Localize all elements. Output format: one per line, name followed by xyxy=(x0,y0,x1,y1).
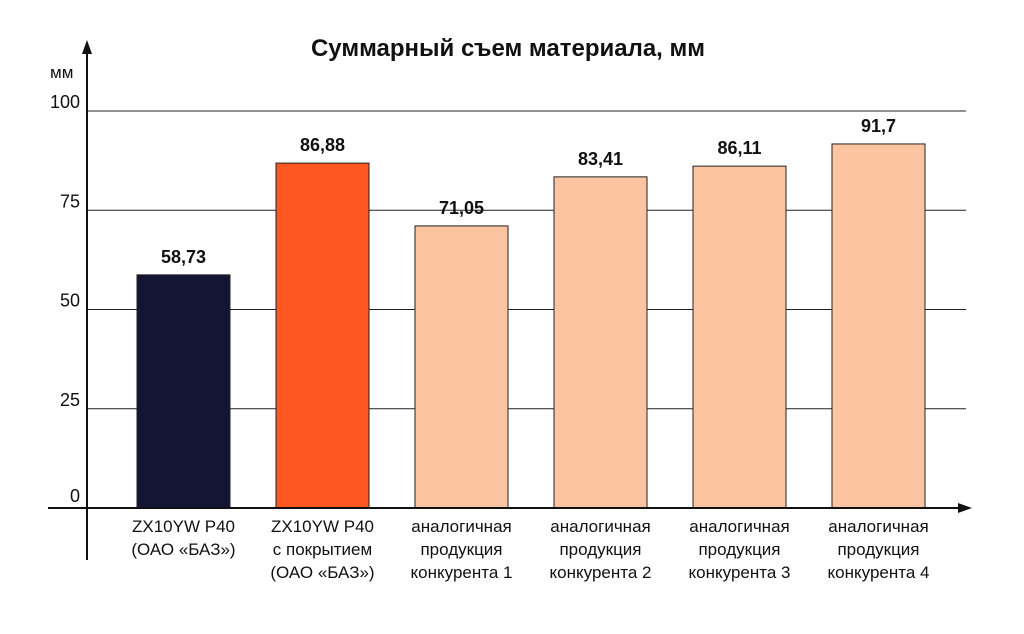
bar xyxy=(553,176,648,509)
x-axis-arrow xyxy=(958,503,972,513)
bar xyxy=(136,274,231,509)
y-axis-unit-label: мм xyxy=(50,63,73,82)
y-tick-label: 100 xyxy=(50,92,80,112)
y-tick-label: 50 xyxy=(60,291,80,311)
category-label: ZX10YW P40 xyxy=(132,517,235,536)
category-label: аналогичная xyxy=(550,517,650,536)
category-label: (ОАО «БАЗ») xyxy=(131,540,235,559)
bar-value-label: 91,7 xyxy=(861,116,896,136)
y-tick-labels: 0 25 50 75 100 xyxy=(50,92,80,506)
category-label: аналогичная xyxy=(828,517,928,536)
bar-value-label: 86,88 xyxy=(300,135,345,155)
category-label: ZX10YW P40 xyxy=(271,517,374,536)
value-labels: 58,73 86,88 71,05 83,41 86,11 91,7 xyxy=(161,116,896,267)
category-label: аналогичная xyxy=(689,517,789,536)
bar xyxy=(692,165,787,509)
y-tick-label: 75 xyxy=(60,191,80,211)
bar-value-label: 86,11 xyxy=(717,138,761,158)
bars xyxy=(136,143,926,509)
category-label: аналогичная xyxy=(411,517,511,536)
y-axis-arrow xyxy=(82,40,92,54)
chart-title: Суммарный съем материала, мм xyxy=(311,35,705,62)
category-label: продукция xyxy=(837,540,919,559)
category-label: с покрытием xyxy=(273,540,372,559)
category-labels: ZX10YW P40 (ОАО «БАЗ») ZX10YW P40 с покрыти… xyxy=(131,517,929,582)
category-label: продукция xyxy=(559,540,641,559)
category-label: конкурента 4 xyxy=(828,563,930,582)
category-label: конкурента 1 xyxy=(411,563,513,582)
y-tick-label: 25 xyxy=(60,390,80,410)
category-label: конкурента 2 xyxy=(550,563,652,582)
axes xyxy=(48,40,972,560)
bar xyxy=(275,162,370,509)
bar-value-label: 58,73 xyxy=(161,247,206,267)
category-label: конкурента 3 xyxy=(689,563,791,582)
bar-value-label: 71,05 xyxy=(439,198,484,218)
bar xyxy=(831,143,926,509)
category-label: продукция xyxy=(420,540,502,559)
bar-value-label: 83,41 xyxy=(578,149,623,169)
y-tick-label: 0 xyxy=(70,486,80,506)
bar xyxy=(414,225,509,509)
category-label: продукция xyxy=(698,540,780,559)
category-label: (ОАО «БАЗ») xyxy=(270,563,374,582)
gridlines xyxy=(87,110,966,410)
